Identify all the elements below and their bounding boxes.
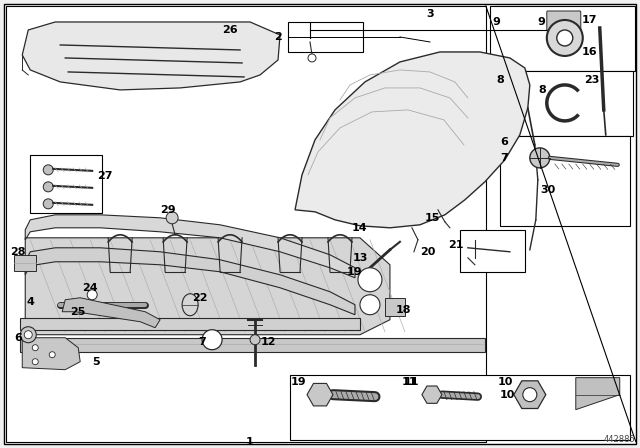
- Circle shape: [44, 182, 53, 192]
- Text: 8: 8: [496, 75, 504, 85]
- Circle shape: [32, 359, 38, 365]
- Text: 12: 12: [260, 337, 276, 347]
- Text: 1: 1: [246, 437, 254, 447]
- Text: 27: 27: [97, 171, 113, 181]
- Polygon shape: [295, 52, 530, 228]
- Polygon shape: [422, 386, 442, 403]
- Polygon shape: [62, 298, 160, 328]
- Bar: [385, 298, 405, 316]
- Text: 14: 14: [352, 223, 368, 233]
- Polygon shape: [514, 381, 546, 409]
- Polygon shape: [307, 383, 333, 406]
- Text: 22: 22: [193, 293, 208, 303]
- Text: 20: 20: [420, 247, 436, 257]
- Text: 8: 8: [538, 85, 546, 95]
- Circle shape: [530, 148, 550, 168]
- Text: 13: 13: [352, 253, 367, 263]
- Bar: [20, 318, 360, 330]
- Text: 11: 11: [402, 377, 418, 387]
- Bar: [495, 71, 633, 136]
- Circle shape: [250, 335, 260, 345]
- Text: 6: 6: [500, 137, 508, 147]
- Circle shape: [360, 295, 380, 315]
- Bar: [460, 230, 525, 272]
- Text: 442885: 442885: [604, 435, 636, 444]
- Text: 17: 17: [582, 15, 598, 25]
- Circle shape: [202, 330, 222, 350]
- Circle shape: [32, 345, 38, 351]
- Text: 16: 16: [582, 47, 598, 57]
- Polygon shape: [25, 248, 355, 315]
- Text: 18: 18: [396, 305, 412, 315]
- Text: 28: 28: [10, 247, 26, 257]
- Circle shape: [20, 327, 36, 343]
- FancyBboxPatch shape: [547, 11, 580, 31]
- Text: 10: 10: [498, 377, 513, 387]
- Polygon shape: [25, 238, 390, 335]
- Text: 21: 21: [448, 240, 463, 250]
- Bar: [290, 375, 630, 439]
- Bar: [14, 255, 36, 271]
- Text: 9: 9: [492, 17, 500, 27]
- Text: 5: 5: [92, 357, 100, 367]
- Bar: [6, 6, 486, 442]
- Text: 6: 6: [14, 333, 22, 343]
- Polygon shape: [25, 215, 355, 278]
- Text: 19: 19: [347, 267, 363, 277]
- Text: 7: 7: [500, 153, 508, 163]
- Text: 7: 7: [198, 337, 206, 347]
- Circle shape: [166, 212, 178, 224]
- Text: 15: 15: [424, 213, 440, 223]
- Text: 10: 10: [500, 390, 516, 400]
- Circle shape: [358, 268, 382, 292]
- Text: 11: 11: [404, 377, 420, 387]
- Text: 30: 30: [540, 185, 556, 195]
- Text: 25: 25: [70, 307, 86, 317]
- Polygon shape: [557, 38, 573, 52]
- Circle shape: [49, 352, 55, 358]
- Polygon shape: [22, 338, 80, 370]
- Polygon shape: [576, 378, 620, 409]
- Bar: [30, 155, 102, 213]
- Ellipse shape: [182, 294, 198, 316]
- Circle shape: [24, 331, 32, 339]
- Circle shape: [44, 199, 53, 209]
- Bar: [500, 136, 630, 226]
- Bar: [288, 22, 363, 52]
- Text: 26: 26: [222, 25, 238, 35]
- Text: 4: 4: [26, 297, 34, 307]
- Circle shape: [547, 20, 583, 56]
- Circle shape: [44, 165, 53, 175]
- Text: 2: 2: [274, 32, 282, 42]
- Text: 24: 24: [83, 283, 98, 293]
- Circle shape: [308, 54, 316, 62]
- Bar: [490, 6, 635, 71]
- Polygon shape: [22, 22, 280, 90]
- Text: 9: 9: [538, 17, 546, 27]
- Bar: [20, 338, 485, 352]
- Circle shape: [557, 30, 573, 46]
- Circle shape: [87, 290, 97, 300]
- Text: 19: 19: [290, 377, 306, 387]
- Text: 23: 23: [584, 75, 600, 85]
- Text: 3: 3: [426, 9, 434, 19]
- Text: 29: 29: [160, 205, 176, 215]
- Circle shape: [523, 388, 537, 402]
